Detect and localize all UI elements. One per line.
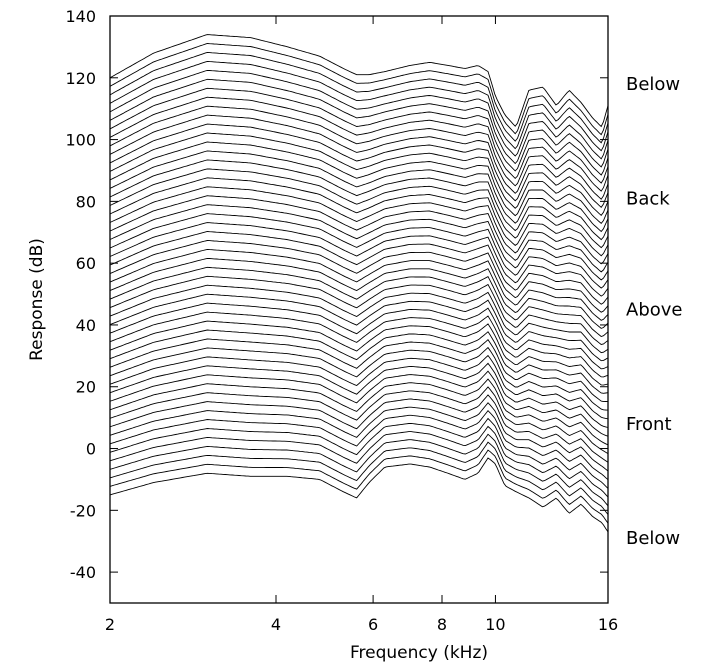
x-axis-label: Frequency (kHz) bbox=[350, 643, 488, 663]
response-curve bbox=[109, 338, 609, 403]
response-curve bbox=[109, 34, 609, 128]
response-curve bbox=[109, 248, 609, 321]
response-curve bbox=[109, 231, 609, 305]
response-curve bbox=[109, 213, 609, 289]
y-tick-label: 80 bbox=[76, 192, 96, 211]
response-curve bbox=[109, 284, 609, 354]
response-curve bbox=[109, 266, 609, 338]
x-tick-label: 16 bbox=[598, 615, 618, 634]
response-curves bbox=[109, 34, 609, 533]
response-curve bbox=[109, 394, 609, 463]
response-curve bbox=[109, 354, 609, 420]
y-tick-label: 20 bbox=[76, 378, 96, 397]
y-axis-ticks: 140 120 100 80 60 40 20 0 -20 -40 bbox=[65, 7, 608, 582]
x-tick-label: 4 bbox=[271, 615, 281, 634]
response-curve bbox=[109, 425, 609, 498]
response-curve bbox=[109, 43, 609, 136]
response-curve bbox=[109, 96, 609, 184]
side-label-back: Back bbox=[626, 188, 670, 209]
response-curve bbox=[109, 195, 609, 273]
response-curve bbox=[109, 132, 609, 216]
response-curve bbox=[109, 320, 609, 386]
response-curve bbox=[109, 311, 609, 378]
response-curve bbox=[109, 302, 609, 370]
x-tick-label: 6 bbox=[368, 615, 378, 634]
response-curve bbox=[109, 441, 609, 515]
response-curve bbox=[109, 417, 609, 489]
plot-frame bbox=[109, 15, 609, 604]
side-label-below: Below bbox=[626, 528, 680, 549]
response-curve bbox=[109, 123, 609, 208]
response-curve bbox=[109, 449, 609, 524]
response-curve bbox=[109, 386, 609, 454]
response-curve bbox=[109, 186, 609, 265]
response-curve bbox=[109, 204, 609, 281]
response-curve bbox=[109, 52, 609, 144]
x-tick-label: 2 bbox=[105, 615, 115, 634]
response-curve bbox=[109, 293, 609, 362]
y-tick-label: 140 bbox=[65, 7, 96, 26]
x-axis-ticks: 2 4 6 8 10 16 bbox=[105, 16, 618, 634]
response-curve bbox=[109, 329, 609, 394]
response-curve bbox=[109, 150, 609, 233]
y-tick-label: 40 bbox=[76, 316, 96, 335]
response-curve bbox=[109, 87, 609, 176]
response-curve bbox=[109, 346, 609, 411]
response-curve bbox=[109, 141, 609, 225]
y-tick-label: -40 bbox=[70, 563, 96, 582]
side-label-above: Above bbox=[626, 300, 682, 321]
response-curve bbox=[109, 362, 609, 428]
response-curve bbox=[109, 410, 609, 481]
x-tick-label: 10 bbox=[485, 615, 505, 634]
response-curve bbox=[109, 105, 609, 192]
side-label-below: Below bbox=[626, 74, 680, 95]
response-curve bbox=[109, 457, 609, 533]
side-labels: Below Back Above Front Below bbox=[626, 74, 682, 549]
response-curve bbox=[109, 168, 609, 249]
response-curve bbox=[109, 370, 609, 437]
response-curve bbox=[109, 69, 609, 160]
y-tick-label: -20 bbox=[70, 501, 96, 520]
response-curve bbox=[109, 78, 609, 168]
response-curve bbox=[109, 222, 609, 297]
y-tick-label: 100 bbox=[65, 131, 96, 150]
y-tick-label: 0 bbox=[86, 440, 96, 459]
x-tick-label: 8 bbox=[437, 615, 447, 634]
response-curve bbox=[109, 433, 609, 507]
response-curve bbox=[109, 275, 609, 345]
response-curve bbox=[109, 240, 609, 313]
response-curve bbox=[109, 378, 609, 446]
response-curve bbox=[109, 257, 609, 329]
y-axis-label: Response (dB) bbox=[27, 238, 47, 361]
response-curve bbox=[109, 177, 609, 257]
response-curve bbox=[109, 402, 609, 472]
response-curve bbox=[109, 159, 609, 241]
response-curve bbox=[109, 60, 609, 152]
response-curve bbox=[109, 114, 609, 200]
y-tick-label: 120 bbox=[65, 69, 96, 88]
y-tick-label: 60 bbox=[76, 254, 96, 273]
side-label-front: Front bbox=[626, 414, 672, 435]
